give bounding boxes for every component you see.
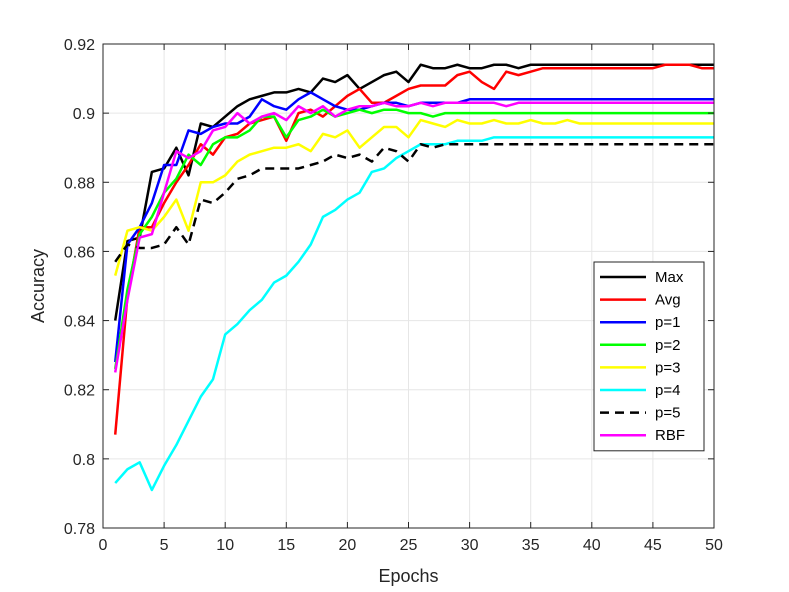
series-line-rbf xyxy=(113,101,714,373)
y-tick-label: 0.86 xyxy=(64,244,95,261)
y-axis-label: Accuracy xyxy=(28,249,48,323)
legend-label: p=3 xyxy=(655,359,680,376)
series-layer xyxy=(113,63,714,492)
legend-label: Avg xyxy=(655,292,681,309)
y-tick-label: 0.82 xyxy=(64,383,95,400)
series-line-p-3 xyxy=(114,118,714,276)
y-tick-label: 0.8 xyxy=(73,452,95,469)
series-line-p-5 xyxy=(114,143,714,263)
x-tick-label: 10 xyxy=(216,537,234,554)
series-line-p-4 xyxy=(114,136,714,492)
x-tick-label: 15 xyxy=(277,537,295,554)
y-tick-label: 0.92 xyxy=(64,37,95,54)
y-tick-label: 0.84 xyxy=(64,314,95,331)
series-line-p-2 xyxy=(113,108,714,370)
x-tick-label: 0 xyxy=(99,537,108,554)
y-tick-label: 0.9 xyxy=(73,106,95,123)
y-tick-label: 0.78 xyxy=(64,521,95,538)
legend-box xyxy=(593,261,705,452)
x-tick-label: 30 xyxy=(461,537,479,554)
legend-label: p=4 xyxy=(655,382,680,399)
x-axis-label: Epochs xyxy=(378,566,438,586)
x-tick-label: 20 xyxy=(339,537,357,554)
legend-label: p=1 xyxy=(655,314,680,331)
legend-label: p=5 xyxy=(655,405,680,422)
ticks: 0 5 10 15 20 25 30 35 40 45 50 0.78 0.8 0.82 0.84 0.86 0… xyxy=(64,37,723,554)
legend-label: p=2 xyxy=(655,337,680,354)
x-tick-label: 5 xyxy=(160,537,169,554)
series-line-avg xyxy=(113,63,714,435)
x-tick-label: 35 xyxy=(522,537,540,554)
y-tick-label: 0.88 xyxy=(64,175,95,192)
legend-label: RBF xyxy=(655,427,685,444)
x-tick-label: 40 xyxy=(583,537,601,554)
legend: Max Avg p=1 p=2 p=3 p=4 p=5 RBF xyxy=(593,261,705,452)
legend-label: Max xyxy=(655,269,684,286)
x-tick-label: 45 xyxy=(644,537,662,554)
x-tick-label: 25 xyxy=(400,537,418,554)
x-tick-label: 50 xyxy=(705,537,723,554)
